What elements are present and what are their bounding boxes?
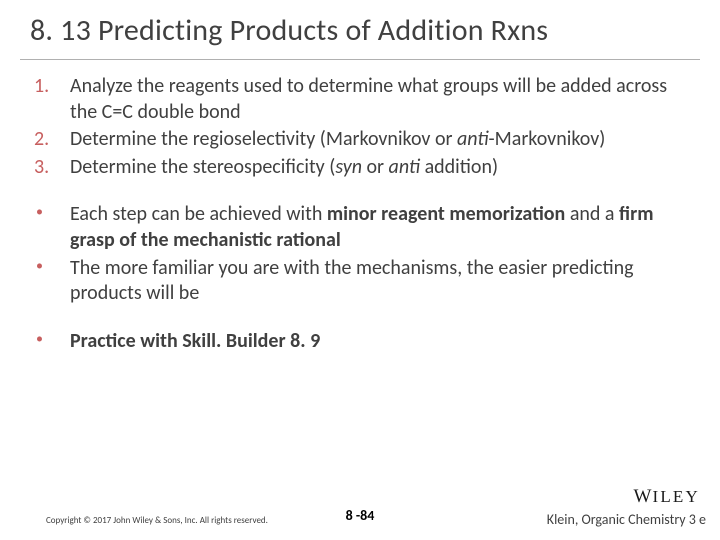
text: Each step can be achieved with [70, 202, 327, 226]
list-item: Each step can be achieved with minor rea… [30, 202, 690, 253]
text: or [362, 155, 389, 179]
numbered-list: Analyze the reagents used to determine w… [30, 74, 690, 180]
publisher-logo: WILEY [634, 486, 700, 508]
text: -Markovnikov) [489, 127, 606, 151]
list-item: Determine the regioselectivity (Markovni… [30, 127, 690, 153]
list-item: Practice with Skill. Builder 8. 9 [30, 329, 690, 355]
logo-rest: ILEY [652, 487, 700, 507]
text: Determine the regioselectivity (Markovni… [70, 127, 457, 151]
text: Determine the stereospecificity ( [70, 155, 335, 179]
list-item: Analyze the reagents used to determine w… [30, 74, 690, 125]
book-reference: Klein, Organic Chemistry 3 e [547, 511, 706, 528]
slide-title: 8. 13 Predicting Products of Addition Rx… [0, 0, 720, 55]
text: Analyze the reagents used to determine w… [70, 74, 667, 124]
text: The more familiar you are with the mecha… [70, 256, 634, 306]
page-number: 8 -84 [346, 507, 375, 524]
footer: Copyright © 2017 John Wiley & Sons, Inc.… [0, 494, 720, 530]
text: addition) [420, 155, 498, 179]
bold-text: Practice with Skill. Builder 8. 9 [70, 329, 320, 353]
list-item: Determine the stereospecificity (syn or … [30, 155, 690, 181]
italic-text: anti [457, 127, 489, 151]
italic-text: syn [335, 155, 362, 179]
bold-text: minor reagent memorization [327, 202, 565, 226]
slide-body: Analyze the reagents used to determine w… [0, 60, 720, 354]
list-item: The more familiar you are with the mecha… [30, 256, 690, 307]
text: and a [565, 202, 619, 226]
italic-text: anti [389, 155, 421, 179]
bullet-list: Practice with Skill. Builder 8. 9 [30, 329, 690, 355]
bullet-list: Each step can be achieved with minor rea… [30, 202, 690, 306]
slide: 8. 13 Predicting Products of Addition Rx… [0, 0, 720, 540]
logo-w: W [634, 486, 652, 508]
copyright-text: Copyright © 2017 John Wiley & Sons, Inc.… [46, 515, 268, 526]
